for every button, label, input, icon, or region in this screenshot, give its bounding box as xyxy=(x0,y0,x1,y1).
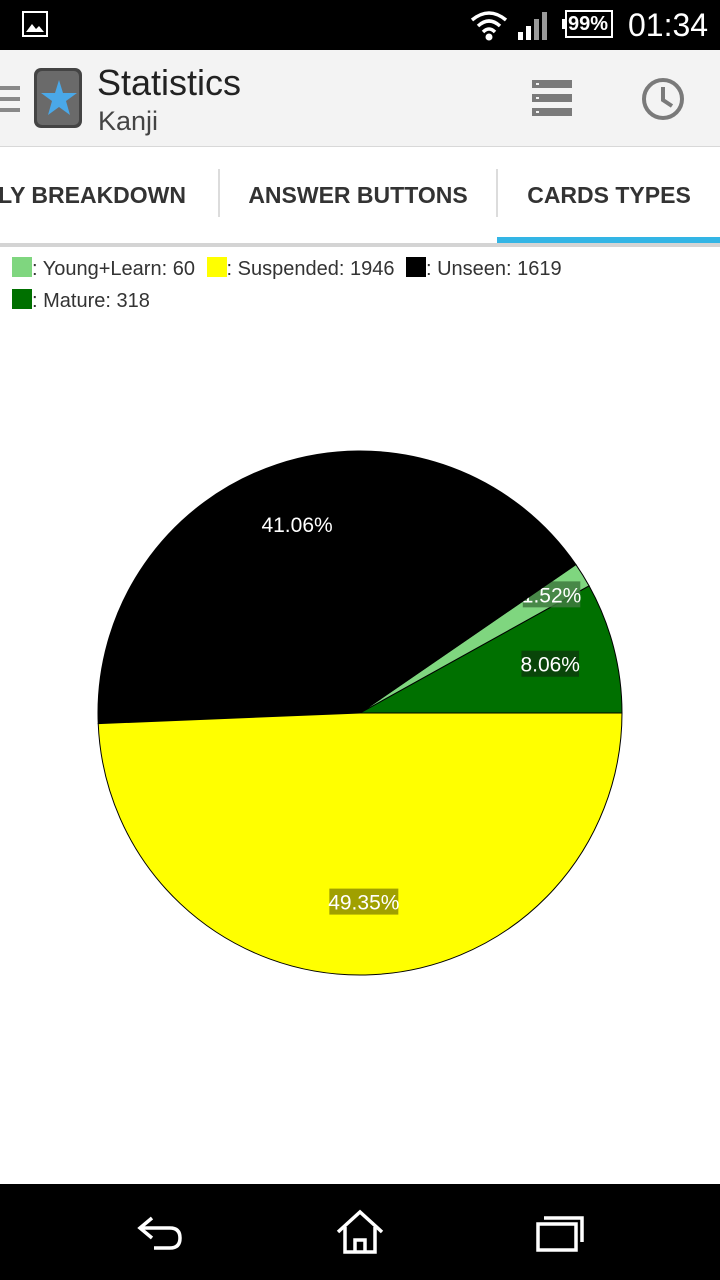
drawer-icon[interactable] xyxy=(0,84,20,114)
status-bar: 99% 01:34 xyxy=(0,0,720,50)
battery-level: 99% xyxy=(567,13,609,35)
legend-swatch xyxy=(12,289,32,309)
legend-swatch xyxy=(206,257,227,277)
tab-answer-buttons[interactable]: ANSWER BUTTONS xyxy=(248,182,468,208)
home-icon[interactable] xyxy=(330,1202,390,1262)
legend-item-suspended: : Suspended: 1946 xyxy=(206,253,395,285)
app-logo[interactable] xyxy=(32,66,84,130)
deck-name: Kanji xyxy=(98,106,159,136)
tab-divider xyxy=(218,169,220,217)
legend-item-unseen: : Unseen: 1619 xyxy=(406,253,562,285)
legend-label: : Mature: 318 xyxy=(32,290,150,312)
legend-label: : Unseen: 1619 xyxy=(426,258,562,280)
wifi-icon xyxy=(470,11,508,41)
gallery-notification-icon xyxy=(22,11,48,37)
history-icon[interactable] xyxy=(640,76,686,122)
back-icon[interactable] xyxy=(130,1202,190,1262)
slice-percent-label: 49.35% xyxy=(328,892,399,915)
pie-slice-mature xyxy=(358,585,623,714)
legend-item-mature: : Mature: 318 xyxy=(12,285,150,317)
recents-icon[interactable] xyxy=(530,1202,590,1262)
card-types-pie-chart: 8.06%1.52%41.06%49.35% xyxy=(97,450,623,976)
slice-percent-label: 41.06% xyxy=(261,514,332,537)
slice-label-background xyxy=(329,888,399,915)
chart-legend: : Young+Learn: 60 : Suspended: 1946 : Un… xyxy=(12,253,712,317)
tab-bar: KLY BREAKDOWN ANSWER BUTTONS CARDS TYPES xyxy=(0,147,720,247)
legend-item-young-learn: : Young+Learn: 60 xyxy=(12,253,195,285)
list-icon[interactable] xyxy=(530,78,574,118)
slice-label-background xyxy=(521,650,579,677)
pie-slice-unseen xyxy=(97,450,577,725)
clock: 01:34 xyxy=(628,7,709,43)
legend-label: : Suspended: 1946 xyxy=(226,258,395,280)
legend-swatch xyxy=(406,257,426,277)
tab-divider xyxy=(496,169,498,217)
slice-percent-label: 8.06% xyxy=(520,654,580,677)
navigation-bar xyxy=(0,1184,720,1280)
legend-swatch xyxy=(12,257,32,277)
signal-icon xyxy=(518,12,547,40)
legend-label: : Young+Learn: 60 xyxy=(32,258,195,280)
battery-icon xyxy=(562,10,613,38)
action-bar: Statistics Kanji xyxy=(0,50,720,147)
tab-label: KLY BREAKDOWN xyxy=(0,182,186,208)
page-title: Statistics xyxy=(97,62,242,103)
tab-weekly-breakdown[interactable]: KLY BREAKDOWN xyxy=(0,147,218,243)
pie-slice-suspended xyxy=(97,712,623,976)
tab-cards-types[interactable]: CARDS TYPES xyxy=(527,182,691,208)
